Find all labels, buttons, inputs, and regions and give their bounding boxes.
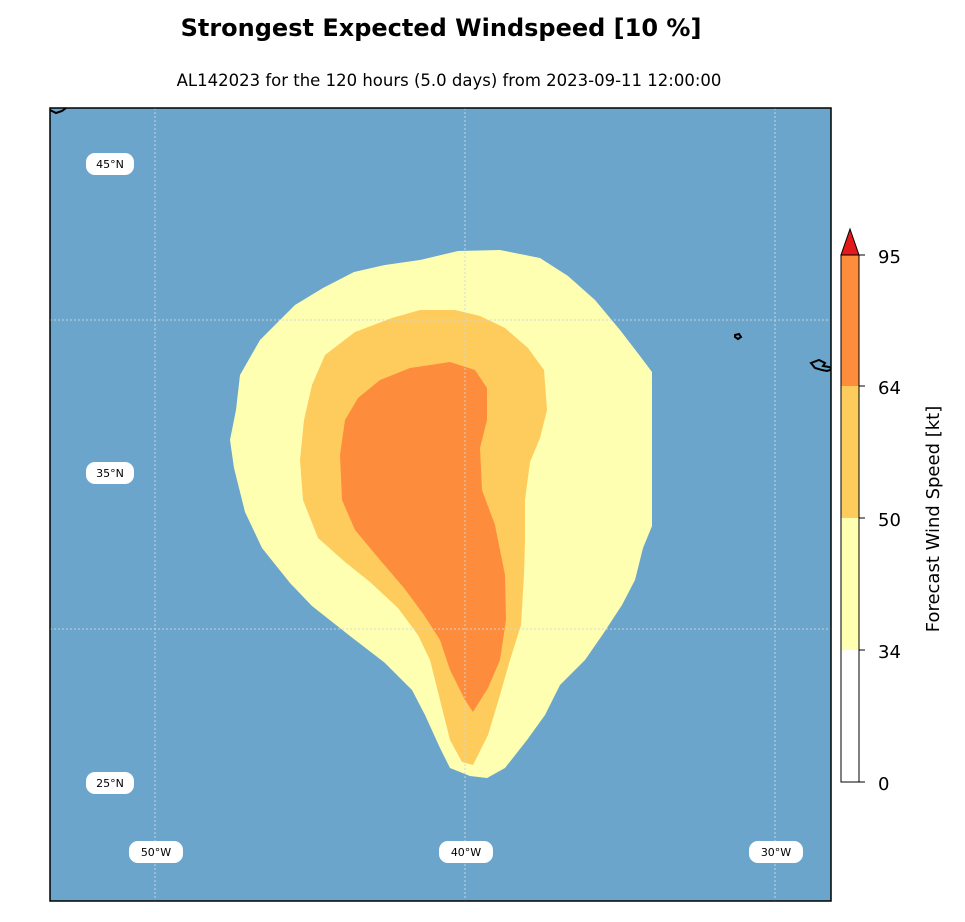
lat-label-25n: 25°N	[86, 772, 134, 794]
chart-title: Strongest Expected Windspeed [10 %]	[180, 14, 702, 42]
colorbar-band-64-95	[841, 255, 859, 386]
lat-label-text: 25°N	[96, 777, 124, 790]
map-frame	[49, 107, 832, 902]
lon-label-text: 50°W	[141, 846, 171, 859]
colorbar-tick-0: 0	[878, 774, 889, 795]
colorbar-tick-34: 34	[878, 642, 901, 663]
lon-label-40w: 40°W	[439, 841, 493, 863]
chart-subtitle: AL142023 for the 120 hours (5.0 days) fr…	[176, 71, 722, 90]
colorbar: 0 34 50 64 95 Forecast Wind Speed [kt]	[840, 227, 944, 795]
lon-label-text: 40°W	[451, 846, 481, 859]
colorbar-band-0-34	[841, 650, 859, 782]
colorbar-tick-marks	[859, 254, 865, 783]
lon-label-text: 30°W	[761, 846, 791, 859]
colorbar-tick-50: 50	[878, 510, 901, 531]
lat-label-text: 35°N	[96, 467, 124, 480]
map-area: 45°N 35°N 25°N 50°W 40°W 30°W	[50, 108, 831, 901]
colorbar-extend-arrow	[840, 227, 860, 256]
colorbar-band-50-64	[841, 386, 859, 518]
land-outline-top-left	[50, 108, 67, 115]
land-outline-azores	[809, 358, 831, 373]
lat-label-45n: 45°N	[86, 153, 134, 175]
lat-label-35n: 35°N	[86, 462, 134, 484]
lat-label-text: 45°N	[96, 158, 124, 171]
lon-label-50w: 50°W	[129, 841, 183, 863]
gridlines	[50, 108, 831, 901]
colorbar-tick-64: 64	[878, 378, 901, 399]
colorbar-tick-95: 95	[878, 247, 901, 268]
land-outline-small-island	[734, 332, 743, 341]
colorbar-label: Forecast Wind Speed [kt]	[923, 406, 944, 633]
lon-label-30w: 30°W	[749, 841, 803, 863]
colorbar-band-34-50	[841, 518, 859, 650]
